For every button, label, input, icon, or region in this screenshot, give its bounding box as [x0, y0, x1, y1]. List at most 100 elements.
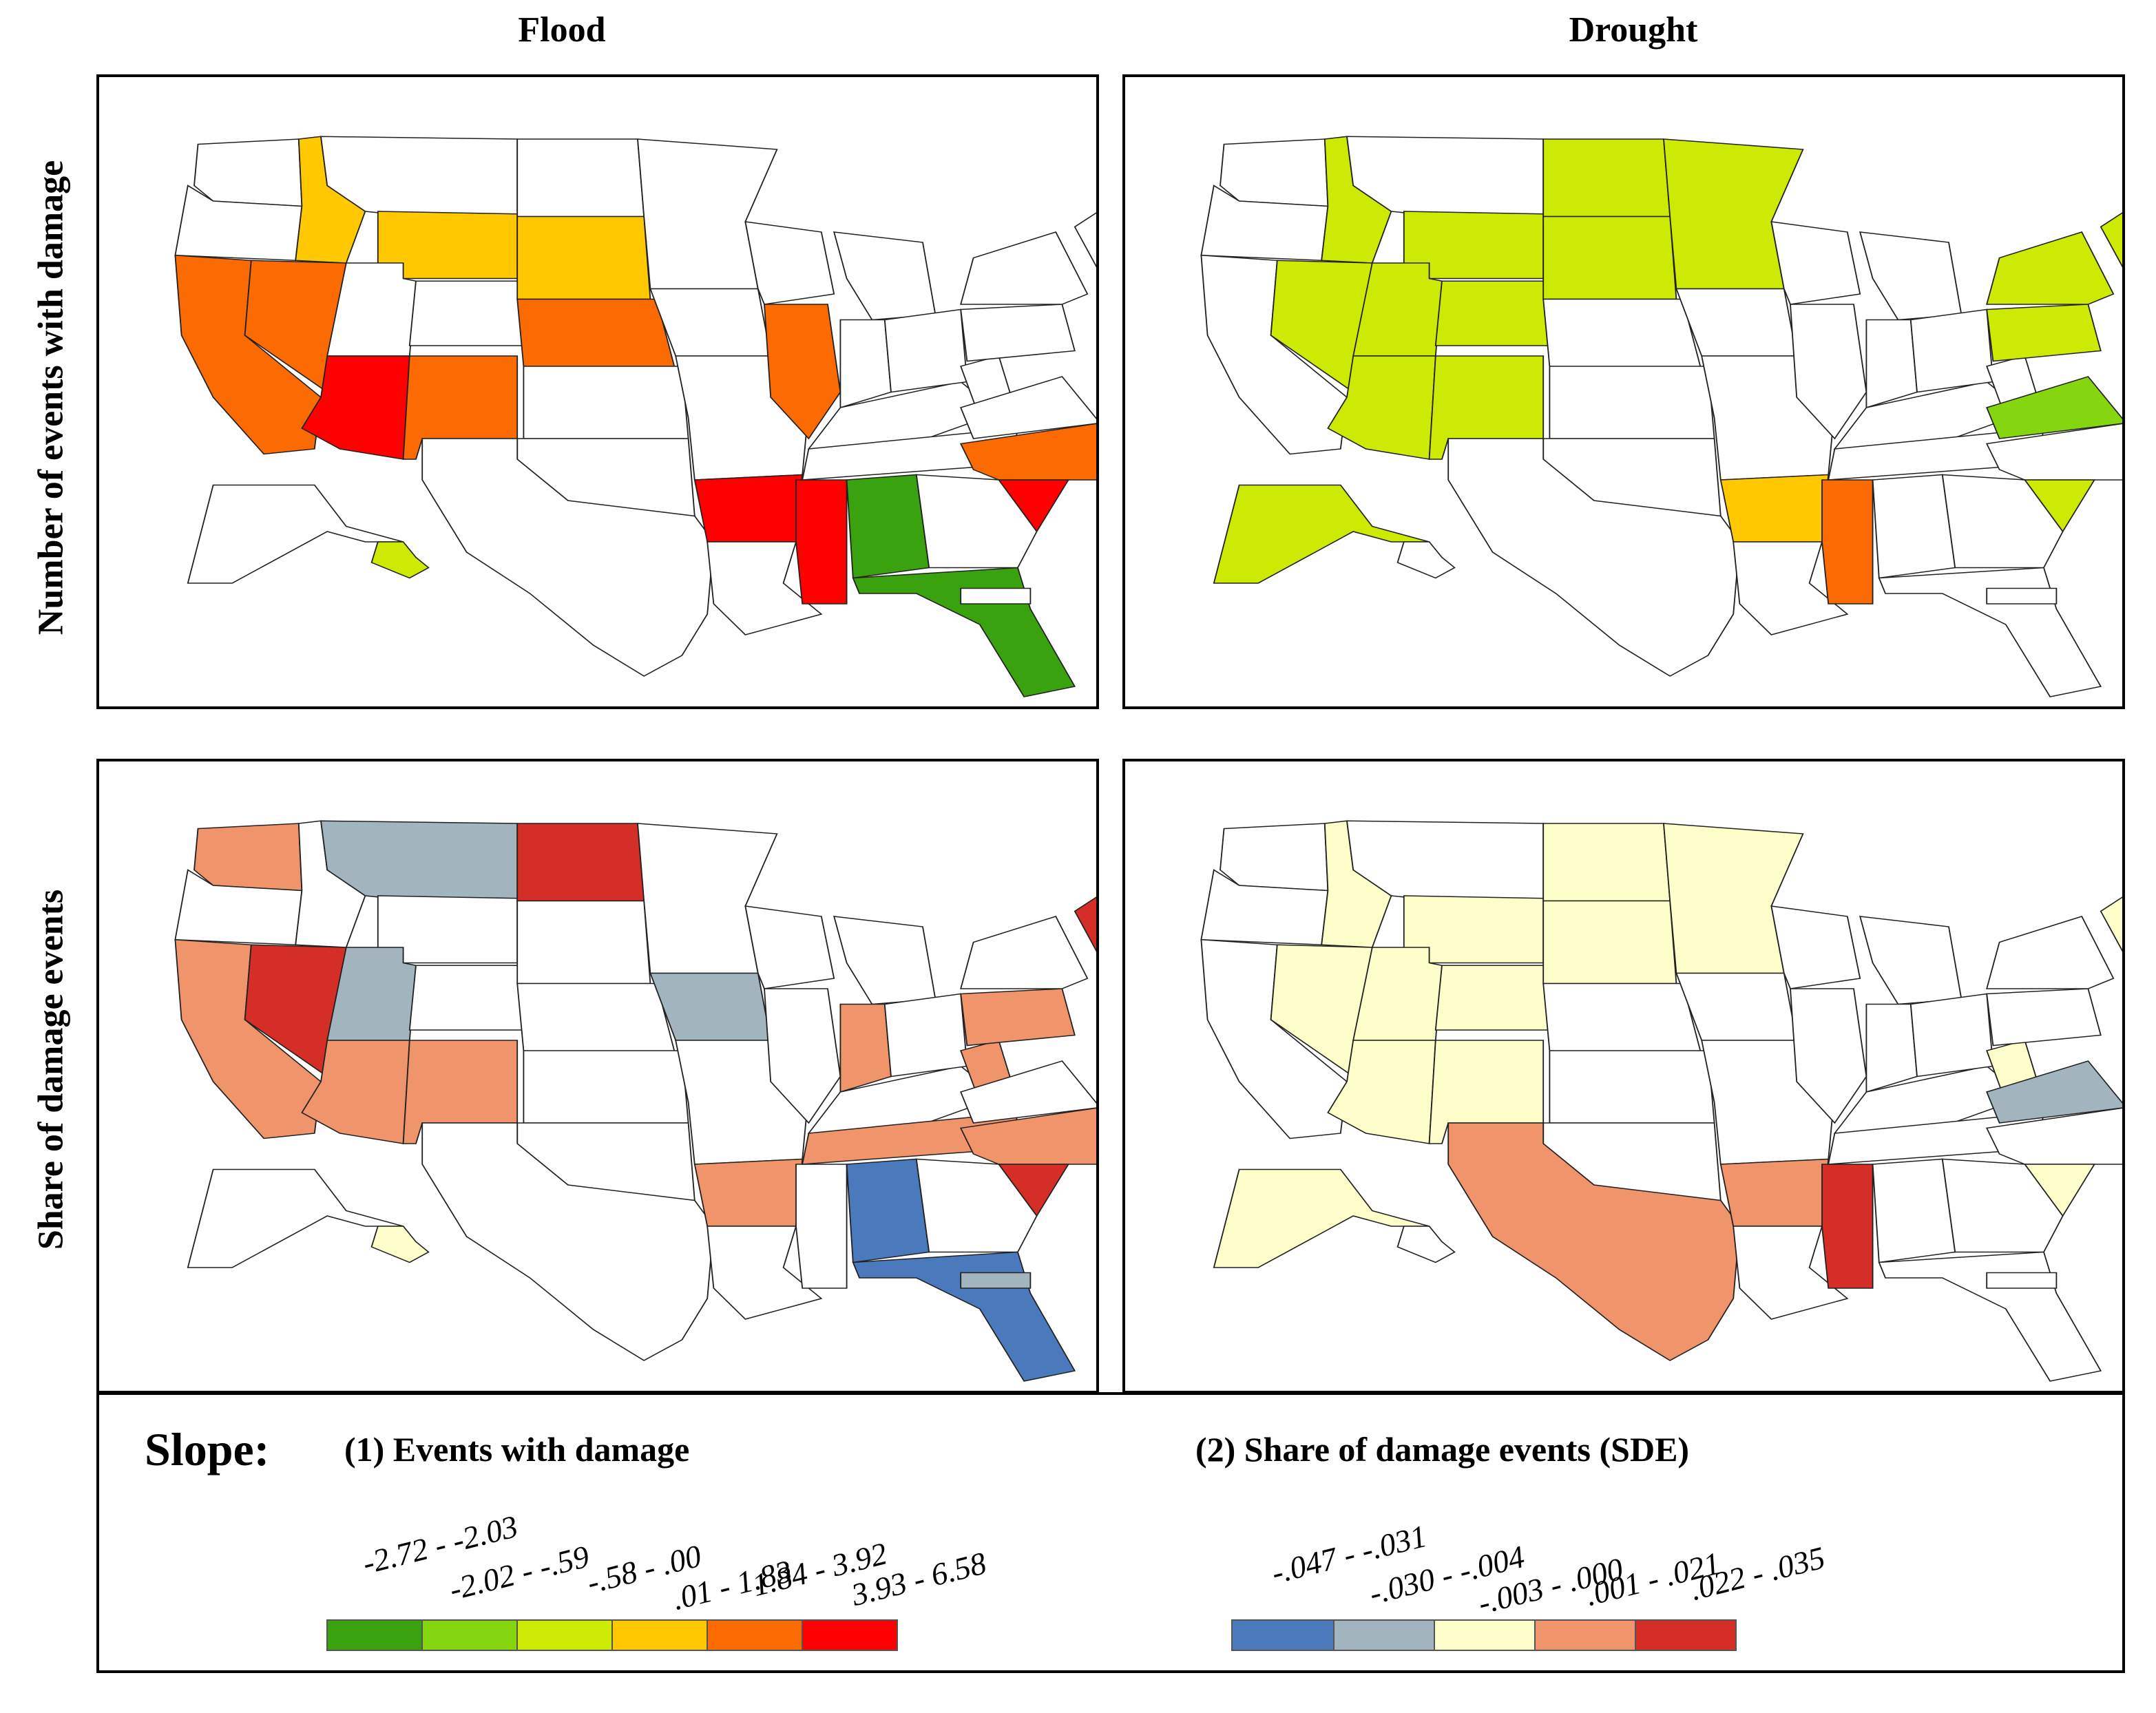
state-wa [193, 138, 303, 207]
share-swatch [1635, 1619, 1737, 1651]
state-wa [1220, 823, 1329, 892]
state-ky [807, 381, 1001, 450]
state-nd [516, 823, 645, 902]
state-fl [852, 567, 1076, 697]
state-pa [1986, 988, 2102, 1047]
state-ar [693, 474, 804, 543]
state-pr [960, 1272, 1032, 1289]
share-swatch [1333, 1619, 1435, 1651]
state-ak [1213, 484, 1430, 584]
row-title-share: Share of damage events [31, 889, 71, 1250]
state-hi [370, 1226, 430, 1263]
state-al [1872, 474, 1956, 579]
state-ne [1542, 298, 1703, 372]
map-panel-drought-share [1122, 759, 2125, 1394]
state-fl [1878, 1251, 2102, 1382]
state-ne_states [2100, 212, 2122, 268]
state-ak [187, 484, 404, 584]
state-il [764, 304, 841, 440]
state-ky [1833, 1065, 2027, 1134]
state-ms [795, 1164, 848, 1289]
state-al [846, 474, 930, 579]
state-in [839, 319, 892, 409]
map-svg-flood-share [174, 820, 1096, 1382]
state-pa [960, 304, 1076, 362]
state-ne [1542, 982, 1703, 1057]
state-mi [833, 916, 936, 1005]
state-tx [1447, 1122, 1741, 1361]
state-oh [1909, 993, 1994, 1078]
state-sd [1542, 216, 1677, 300]
state-al [1872, 1158, 1956, 1263]
state-ks [523, 1050, 689, 1124]
state-ny [1986, 916, 2115, 989]
state-fl [1878, 567, 2102, 697]
state-sd [1542, 900, 1677, 985]
state-co [408, 280, 525, 346]
column-title-flood: Flood [518, 10, 606, 50]
events-swatch [611, 1619, 708, 1651]
map-panel-drought-events [1122, 74, 2125, 709]
state-ny [1986, 231, 2115, 305]
state-oh [1909, 308, 1994, 393]
state-hi [370, 541, 430, 579]
state-mi [833, 231, 936, 321]
state-ne_states [2100, 896, 2122, 952]
state-ny [960, 231, 1089, 305]
state-tx [421, 438, 715, 677]
state-wi [1770, 221, 1861, 305]
state-ga [1941, 1158, 2064, 1253]
state-va [960, 1060, 1096, 1124]
share-swatch [1231, 1619, 1335, 1651]
state-ms [1821, 1164, 1874, 1289]
state-in [1865, 1003, 1918, 1093]
state-ms [1821, 479, 1874, 605]
legend-share-heading: (2) Share of damage events (SDE) [1195, 1430, 1690, 1469]
state-mi [1859, 916, 1963, 1005]
state-in [1865, 319, 1918, 409]
column-title-drought: Drought [1569, 10, 1698, 50]
events-swatch [326, 1619, 423, 1651]
state-ky [1833, 381, 2027, 450]
state-ga [915, 1158, 1038, 1253]
state-al [846, 1158, 930, 1263]
state-va [1986, 376, 2122, 439]
state-mi [1859, 231, 1963, 321]
state-pa [960, 988, 1076, 1047]
legend-box: Slope: (1) Events with damage (2) Share … [96, 1392, 2125, 1673]
state-ar [1719, 1158, 1830, 1227]
state-wi [1770, 905, 1861, 989]
state-oh [883, 993, 968, 1078]
state-nd [1542, 823, 1671, 902]
map-svg-drought-share [1200, 820, 2122, 1382]
state-pr [960, 587, 1032, 605]
state-nd [1542, 138, 1671, 218]
state-pa [1986, 304, 2102, 362]
state-ne [516, 298, 677, 372]
state-hi [1396, 1226, 1456, 1263]
state-ne_states [1074, 896, 1096, 952]
legend-events-heading: (1) Events with damage [344, 1430, 690, 1469]
state-il [764, 988, 841, 1124]
state-ny [960, 916, 1089, 989]
state-tx [421, 1122, 715, 1361]
state-fl [852, 1251, 1076, 1382]
map-panel-flood-events [96, 74, 1099, 709]
state-ks [1549, 366, 1715, 439]
legend-title: Slope: [145, 1423, 270, 1475]
state-co [1434, 965, 1551, 1031]
state-co [408, 965, 525, 1031]
state-ak [1213, 1168, 1430, 1268]
state-co [1434, 280, 1551, 346]
state-sd [516, 216, 651, 300]
state-nd [516, 138, 645, 218]
state-ne [516, 982, 677, 1057]
state-ks [1549, 1050, 1715, 1124]
events-swatch [802, 1619, 898, 1651]
share-swatch [1434, 1619, 1536, 1651]
map-svg-drought-events [1200, 136, 2122, 697]
state-il [1790, 988, 1867, 1124]
map-svg-flood-events [174, 136, 1096, 697]
state-wi [744, 905, 835, 989]
state-ak [187, 1168, 404, 1268]
